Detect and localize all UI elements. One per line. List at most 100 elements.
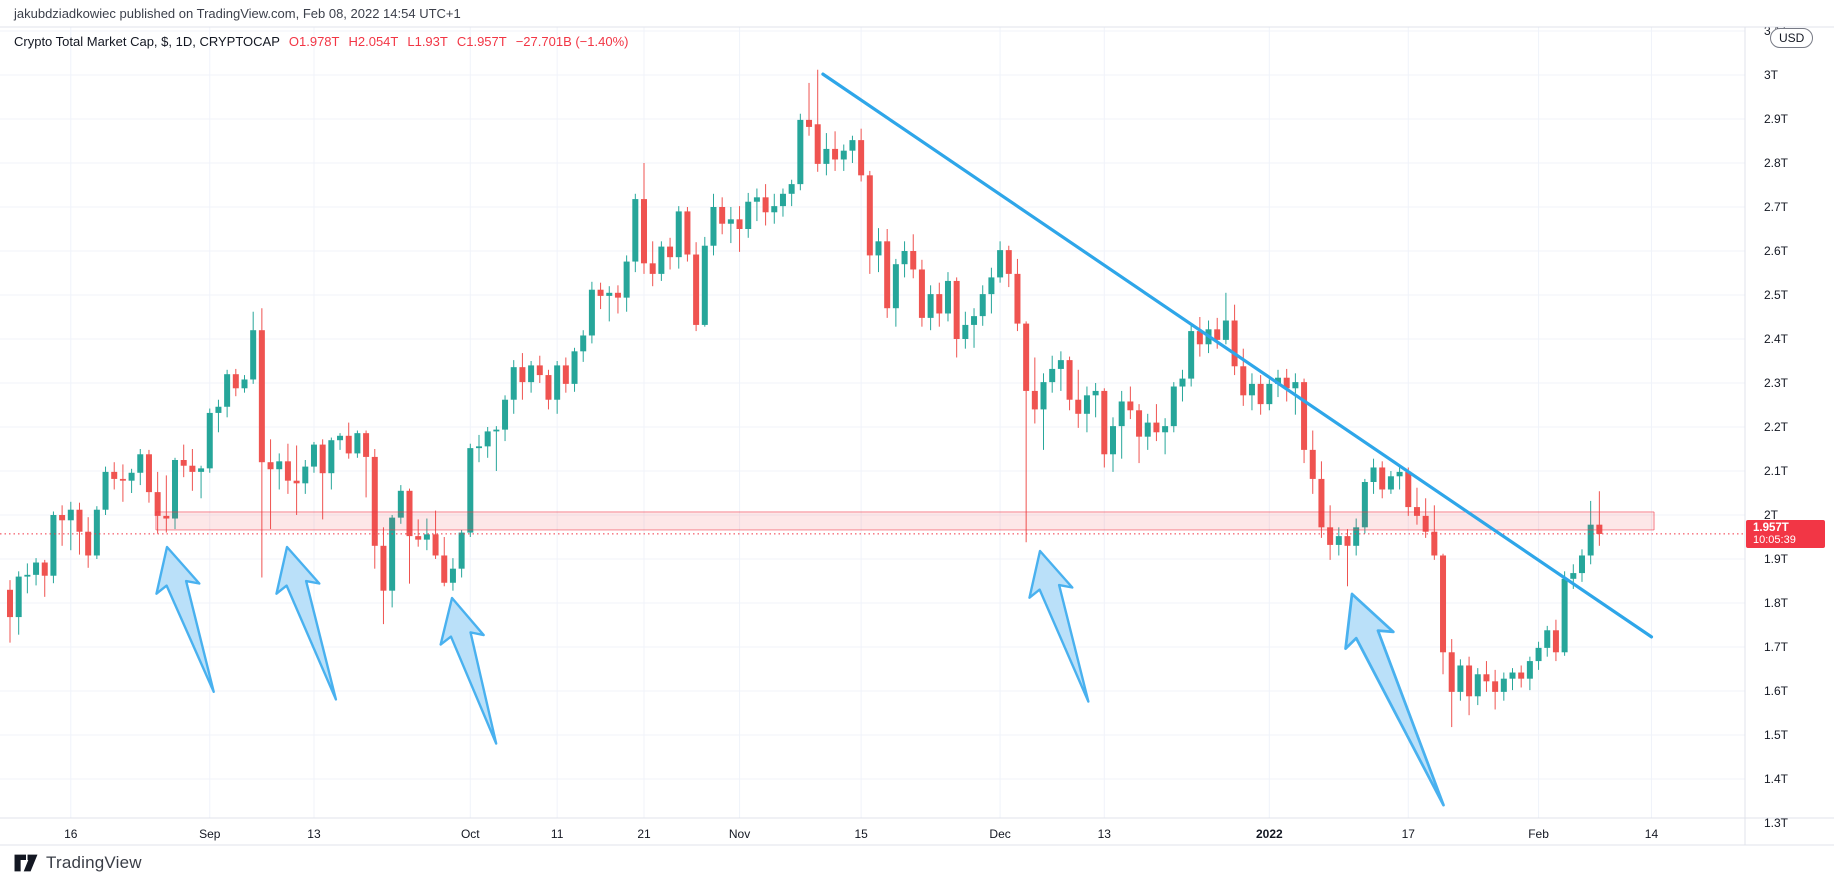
candle-body bbox=[1005, 250, 1012, 274]
candle-body bbox=[519, 367, 526, 383]
candle-body bbox=[623, 261, 630, 298]
candle-body bbox=[33, 562, 40, 575]
price-axis[interactable]: 3.1T3T2.9T2.8T2.7T2.6T2.5T2.4T2.3T2.2T2.… bbox=[1764, 24, 1789, 830]
candle-body bbox=[128, 472, 135, 481]
candle-body bbox=[24, 574, 31, 577]
candle-body bbox=[1431, 531, 1438, 556]
candle-body bbox=[1040, 382, 1047, 410]
candle-body bbox=[884, 241, 891, 309]
candle-body bbox=[397, 490, 404, 518]
candle-body bbox=[536, 365, 543, 376]
candle-body bbox=[832, 148, 839, 160]
candle-body bbox=[667, 246, 674, 258]
supply-zone-rectangle[interactable] bbox=[155, 511, 1655, 531]
candle-body bbox=[276, 461, 283, 470]
svg-text:14: 14 bbox=[1645, 827, 1659, 841]
svg-text:2.4T: 2.4T bbox=[1764, 332, 1789, 346]
candle-body bbox=[189, 465, 196, 472]
up-arrow-annotation[interactable] bbox=[145, 541, 229, 699]
candle-body bbox=[953, 280, 960, 339]
up-arrow-annotation[interactable] bbox=[1327, 585, 1460, 817]
candle-body bbox=[693, 254, 700, 325]
up-arrow-annotation[interactable] bbox=[430, 593, 512, 751]
symbol-legend[interactable]: Crypto Total Market Cap, $, 1D, CRYPTOCA… bbox=[14, 34, 628, 49]
candle-body bbox=[1578, 555, 1585, 574]
svg-text:3T: 3T bbox=[1764, 68, 1779, 82]
svg-text:1.5T: 1.5T bbox=[1764, 728, 1789, 742]
candle-body bbox=[1440, 555, 1447, 653]
svg-text:1.4T: 1.4T bbox=[1764, 772, 1789, 786]
legend-change-value: −27.701B (−1.40%) bbox=[515, 34, 629, 49]
candle-body bbox=[1396, 471, 1403, 477]
time-axis[interactable]: 16 Sep 13 Oct 11 21 Nov 15 Dec 13 2022 17 Feb 14 bbox=[64, 827, 1658, 841]
candle-body bbox=[1474, 674, 1481, 697]
candle-body bbox=[762, 197, 769, 213]
candle-body bbox=[684, 211, 691, 255]
candle-body bbox=[1587, 524, 1594, 556]
candle-body bbox=[493, 429, 500, 432]
candle-body bbox=[15, 576, 22, 618]
legend-high-value: H2.054T bbox=[348, 34, 399, 49]
svg-text:1.3T: 1.3T bbox=[1764, 816, 1789, 830]
candle-body bbox=[1179, 378, 1186, 387]
up-arrow-annotation[interactable] bbox=[265, 541, 351, 707]
candle-body bbox=[389, 517, 396, 591]
candle-body bbox=[67, 509, 74, 521]
candle-body bbox=[753, 197, 760, 202]
svg-text:16: 16 bbox=[64, 827, 78, 841]
candle-body bbox=[1283, 377, 1290, 389]
candle-body bbox=[1544, 630, 1551, 648]
candle-body bbox=[215, 406, 222, 413]
candle-body bbox=[988, 277, 995, 295]
candle-countdown-timer: 10:05:39 bbox=[1753, 534, 1796, 546]
candle-body bbox=[510, 367, 517, 400]
svg-text:2.7T: 2.7T bbox=[1764, 200, 1789, 214]
candle-body bbox=[1109, 426, 1116, 455]
candle-body bbox=[328, 440, 335, 474]
candle-body bbox=[875, 241, 882, 256]
candle-body bbox=[224, 374, 231, 407]
svg-text:2T: 2T bbox=[1764, 508, 1779, 522]
candle-body bbox=[1318, 478, 1325, 528]
candle-body bbox=[588, 289, 595, 336]
candle-body bbox=[284, 461, 291, 481]
candle-body bbox=[198, 468, 205, 472]
candle-body bbox=[1162, 426, 1169, 433]
svg-text:13: 13 bbox=[1098, 827, 1112, 841]
candle-body bbox=[354, 433, 361, 454]
candle-body bbox=[971, 316, 978, 325]
candle-body bbox=[7, 589, 13, 618]
candle-body bbox=[458, 532, 465, 569]
annotation-arrows[interactable] bbox=[145, 541, 1461, 817]
tradingview-logo-text: TradingView bbox=[46, 853, 142, 872]
descending-trendline[interactable] bbox=[821, 72, 1654, 639]
tradingview-logo[interactable]: TradingView bbox=[13, 852, 142, 874]
svg-text:2.5T: 2.5T bbox=[1764, 288, 1789, 302]
candle-body bbox=[180, 460, 187, 466]
candle-body bbox=[1596, 524, 1603, 534]
last-price-label[interactable]: 1.957T 10:05:39 bbox=[1746, 520, 1825, 548]
candle-body bbox=[441, 555, 448, 583]
candle-body bbox=[745, 201, 752, 229]
candle-body bbox=[528, 365, 535, 383]
candle-body bbox=[641, 199, 648, 264]
svg-text:2.1T: 2.1T bbox=[1764, 464, 1789, 478]
candle-body bbox=[562, 365, 569, 384]
currency-toggle-button[interactable]: USD bbox=[1770, 28, 1814, 48]
candle-body bbox=[979, 294, 986, 317]
candle-body bbox=[1492, 681, 1499, 692]
candle-body bbox=[345, 435, 352, 454]
up-arrow-annotation[interactable] bbox=[1018, 545, 1104, 709]
candle-body bbox=[1387, 476, 1394, 490]
candle-body bbox=[597, 289, 604, 296]
candle-body bbox=[571, 351, 578, 384]
candle-body bbox=[580, 335, 587, 352]
candle-body bbox=[997, 250, 1004, 278]
legend-symbol-title[interactable]: Crypto Total Market Cap, $, 1D, CRYPTOCA… bbox=[14, 34, 280, 49]
candle-body bbox=[172, 460, 179, 519]
candle-body bbox=[1509, 672, 1516, 679]
candle-body bbox=[840, 150, 847, 160]
svg-text:1.9T: 1.9T bbox=[1764, 552, 1789, 566]
candle-body bbox=[866, 175, 873, 256]
